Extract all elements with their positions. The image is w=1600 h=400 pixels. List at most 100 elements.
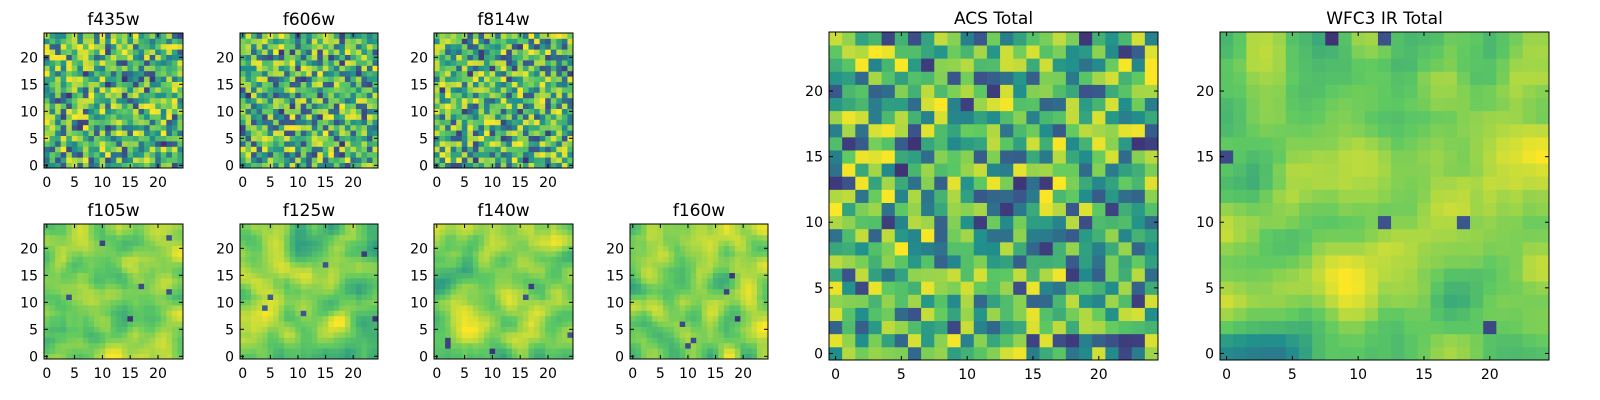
heatmap-cell xyxy=(55,267,62,273)
heatmap-cell xyxy=(652,294,658,300)
heatmap-cell xyxy=(55,353,62,360)
heatmap-cell xyxy=(434,283,440,290)
heatmap-cell xyxy=(707,353,714,360)
heatmap-cell xyxy=(273,38,280,45)
heatmap-cell xyxy=(144,54,151,61)
heatmap-cell xyxy=(344,43,351,50)
heatmap-cell xyxy=(339,43,346,50)
heatmap-cell xyxy=(344,267,351,273)
heatmap-cell xyxy=(240,76,246,82)
heatmap-cell xyxy=(718,321,725,327)
heatmap-cell xyxy=(484,288,490,295)
heatmap-cell xyxy=(306,267,313,273)
heatmap-cell xyxy=(445,332,452,338)
heatmap-cell xyxy=(328,337,335,344)
heatmap-cell xyxy=(456,315,463,322)
heatmap-cell xyxy=(94,114,100,120)
y-tick-label: 20 xyxy=(216,241,234,257)
heatmap-cell xyxy=(350,342,357,349)
heatmap-cell xyxy=(556,337,563,344)
heatmap-cell xyxy=(696,337,703,344)
heatmap-cell xyxy=(333,103,340,109)
heatmap-cell xyxy=(868,255,883,269)
heatmap-cell xyxy=(49,321,56,327)
heatmap-cell xyxy=(350,130,357,136)
heatmap-cell xyxy=(511,87,518,93)
heatmap-cell xyxy=(344,245,351,252)
heatmap-cell xyxy=(322,288,329,295)
heatmap-cell xyxy=(947,307,961,322)
heatmap-cell xyxy=(461,43,468,50)
heatmap-cell xyxy=(445,348,452,354)
heatmap-cell xyxy=(144,256,151,263)
heatmap-cell xyxy=(734,315,741,322)
heatmap-cell xyxy=(171,240,178,246)
heatmap-cell xyxy=(177,146,184,153)
heatmap-cell xyxy=(1013,333,1027,348)
heatmap-cell xyxy=(1131,307,1146,322)
heatmap-cell xyxy=(467,151,474,158)
heatmap-cell xyxy=(144,92,151,99)
heatmap-cell xyxy=(317,299,324,306)
heatmap-cell xyxy=(635,283,642,290)
heatmap-cell xyxy=(284,251,291,257)
heatmap-cell xyxy=(734,256,741,263)
heatmap-cell xyxy=(461,114,468,120)
heatmap-cell xyxy=(641,251,647,257)
heatmap-cell xyxy=(372,337,379,344)
heatmap-cell xyxy=(561,81,568,88)
heatmap-cell xyxy=(166,70,173,77)
heatmap-cell xyxy=(71,245,78,252)
heatmap-cell xyxy=(317,124,324,131)
heatmap-cell xyxy=(372,87,379,93)
heatmap-cell xyxy=(528,256,535,263)
heatmap-cell xyxy=(522,157,529,163)
heatmap-cell xyxy=(439,70,446,77)
heatmap-cell xyxy=(121,81,128,88)
heatmap-cell xyxy=(712,240,719,246)
heatmap-cell xyxy=(284,97,291,104)
heatmap-cell xyxy=(1079,320,1093,335)
heatmap-cell xyxy=(155,234,162,241)
heatmap-cell xyxy=(707,283,714,290)
heatmap-cell xyxy=(295,119,302,126)
heatmap-cell xyxy=(138,299,145,306)
heatmap-cell xyxy=(495,261,502,268)
heatmap-cell xyxy=(495,146,502,153)
heatmap-cell xyxy=(121,76,128,82)
heatmap-cell xyxy=(339,342,346,349)
heatmap-cell xyxy=(467,348,474,354)
heatmap-cell xyxy=(534,315,541,322)
heatmap-cell xyxy=(456,151,463,158)
heatmap-cell xyxy=(986,176,1001,190)
heatmap-cell xyxy=(712,321,719,327)
heatmap-cell xyxy=(121,54,128,61)
heatmap-cell xyxy=(372,43,379,50)
heatmap-cell xyxy=(166,157,173,163)
axes-frame xyxy=(43,223,184,360)
heatmap-cell xyxy=(907,215,922,230)
heatmap-cell xyxy=(171,119,178,126)
heatmap-cell xyxy=(740,229,747,236)
heatmap-cell xyxy=(116,224,123,230)
heatmap-cell xyxy=(461,70,468,77)
heatmap-cell xyxy=(445,157,452,163)
heatmap-cell xyxy=(445,108,452,115)
heatmap-cell xyxy=(712,342,719,349)
heatmap-cell xyxy=(127,288,134,295)
heatmap-cell xyxy=(1065,202,1080,217)
heatmap-cell xyxy=(467,267,474,273)
heatmap-cell xyxy=(663,310,670,317)
heatmap-cell xyxy=(472,261,479,268)
heatmap-cell xyxy=(273,229,280,236)
heatmap-cell xyxy=(450,124,457,131)
heatmap-cell xyxy=(262,49,268,55)
heatmap-cell xyxy=(1013,307,1027,322)
heatmap-cell xyxy=(177,267,184,273)
heatmap-cell xyxy=(127,92,134,99)
heatmap-cell xyxy=(567,92,574,99)
heatmap-cell xyxy=(472,229,479,236)
heatmap-cell xyxy=(545,130,552,136)
heatmap-cell xyxy=(528,38,535,45)
heatmap-cell xyxy=(121,146,128,153)
